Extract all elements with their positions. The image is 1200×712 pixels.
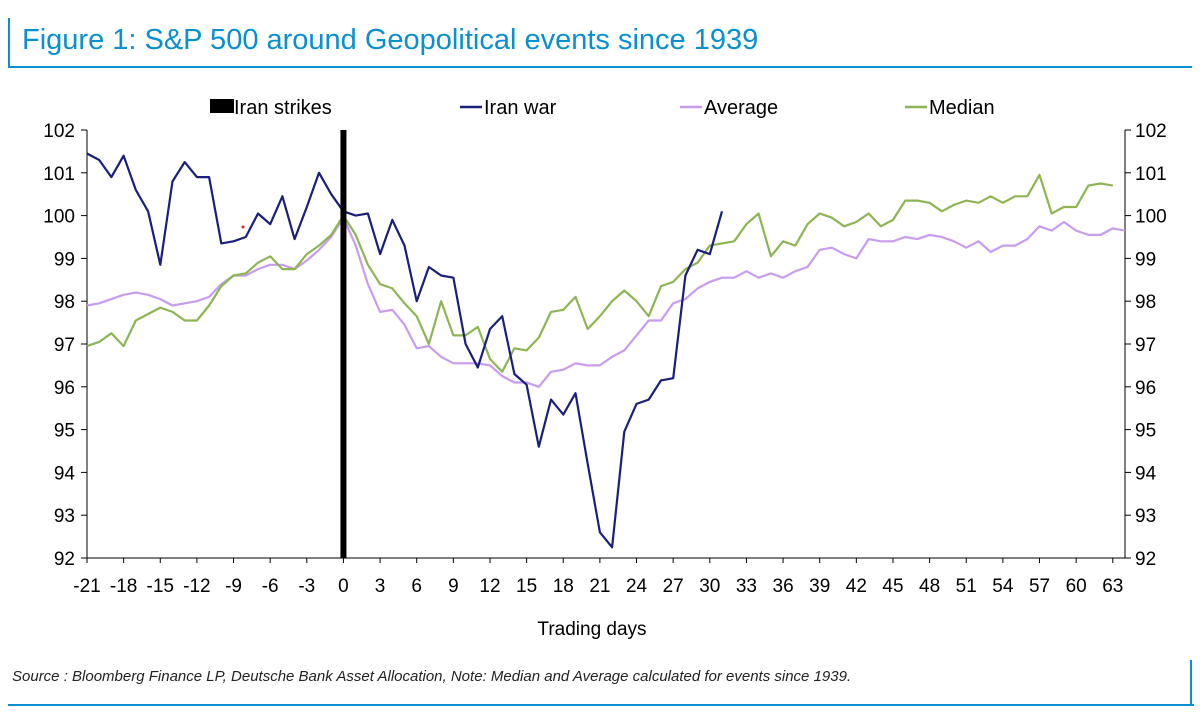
- y-tick-label-right: 100: [1135, 207, 1167, 228]
- x-tick-label: 51: [956, 576, 977, 597]
- y-tick-label-right: 93: [1135, 506, 1156, 527]
- series-line-median: [86, 173, 1113, 373]
- y-tick-label-right: 95: [1135, 421, 1156, 442]
- y-tick-label-right: 99: [1135, 249, 1156, 270]
- chart: Iran strikes Iran war Average Median 929394…: [43, 97, 1167, 640]
- y-tick-label-right: 92: [1135, 549, 1156, 570]
- bottom-rule: [8, 704, 1194, 706]
- y-tick-label-left: 96: [54, 378, 75, 399]
- x-tick-label: -12: [183, 576, 210, 597]
- title-frame-left: [8, 18, 10, 66]
- x-tick-label: 27: [663, 576, 684, 597]
- x-tick-label: -9: [225, 576, 242, 597]
- marker-layer: [340, 130, 347, 558]
- y-tick-label-right: 94: [1135, 463, 1157, 484]
- x-tick-label: 42: [846, 576, 867, 597]
- x-tick-label: 3: [375, 576, 386, 597]
- y-tick-label-left: 97: [54, 335, 75, 356]
- x-tick-label: 24: [626, 576, 648, 597]
- legend-swatch-iran-strikes: [210, 99, 234, 113]
- legend-label-iran-strikes: Iran strikes: [234, 97, 332, 119]
- figure-title: Figure 1: S&P 500 around Geopolitical ev…: [22, 24, 759, 56]
- x-tick-label: -6: [262, 576, 279, 597]
- y-tick-label-left: 93: [54, 506, 75, 527]
- y-tick-label-left: 95: [54, 421, 75, 442]
- x-axis-label: Trading days: [537, 619, 646, 640]
- y-tick-label-left: 99: [54, 249, 75, 270]
- legend-label-median: Median: [929, 97, 995, 119]
- legend-label-average: Average: [704, 97, 778, 119]
- y-tick-label-left: 94: [54, 463, 76, 484]
- iran-strikes-marker: [340, 130, 347, 558]
- y-tick-label-left: 100: [43, 207, 75, 228]
- y-tick-label-left: 102: [43, 121, 75, 142]
- y-tick-label-left: 101: [43, 164, 75, 185]
- x-tick-label: -3: [298, 576, 315, 597]
- series-line-average: [86, 216, 1126, 388]
- x-tick-label: 39: [809, 576, 830, 597]
- x-tick-label: 36: [773, 576, 794, 597]
- series-line-iran-war: [86, 152, 724, 549]
- x-tick-label: 6: [411, 576, 422, 597]
- series-layer: [86, 152, 1126, 549]
- x-tick-label: 15: [516, 576, 537, 597]
- y-axis-right: 92 93 94 95 96 97 98 99 100 101 102: [1124, 121, 1167, 570]
- x-tick-label: 21: [589, 576, 610, 597]
- x-tick-label: 57: [1029, 576, 1050, 597]
- stray-red-dot: [241, 225, 245, 229]
- x-tick-label: 54: [992, 576, 1014, 597]
- y-tick-label-right: 101: [1135, 164, 1167, 185]
- y-tick-label-right: 98: [1135, 292, 1156, 313]
- x-tick-label: 63: [1102, 576, 1123, 597]
- x-tick-label: 30: [699, 576, 720, 597]
- y-tick-label-right: 102: [1135, 121, 1167, 142]
- x-tick-label: 12: [479, 576, 500, 597]
- x-tick-label: -21: [73, 576, 100, 597]
- x-tick-label: 0: [338, 576, 349, 597]
- legend-item-average: Average: [680, 97, 778, 119]
- legend-item-median: Median: [905, 97, 995, 119]
- legend: Iran strikes Iran war Average Median: [210, 97, 995, 119]
- legend-item-iran-strikes: Iran strikes: [210, 97, 332, 119]
- footer-frame-right: [1190, 660, 1192, 706]
- x-tick-label: 18: [553, 576, 574, 597]
- x-tick-label: 9: [448, 576, 459, 597]
- x-tick-label: 33: [736, 576, 757, 597]
- legend-item-iran-war: Iran war: [460, 97, 557, 119]
- x-tick-label: -18: [110, 576, 137, 597]
- x-tick-label: -15: [147, 576, 174, 597]
- y-axis-left: 92 93 94 95 96 97 98 99 100 101 102: [43, 121, 88, 570]
- y-tick-label-left: 92: [54, 549, 75, 570]
- y-tick-label-left: 98: [54, 292, 75, 313]
- title-rule: [8, 66, 1192, 68]
- x-axis: -21 -18 -15 -12 -9 -6 -3 0 3 6 9 12 15 18 21 24 27 30 33 36…: [73, 557, 1125, 597]
- x-tick-label: 45: [882, 576, 903, 597]
- x-tick-label: 60: [1066, 576, 1087, 597]
- legend-label-iran-war: Iran war: [484, 97, 557, 119]
- y-tick-label-right: 97: [1135, 335, 1156, 356]
- source-note: Source : Bloomberg Finance LP, Deutsche …: [12, 668, 852, 685]
- x-tick-label: 48: [919, 576, 940, 597]
- y-tick-label-right: 96: [1135, 378, 1156, 399]
